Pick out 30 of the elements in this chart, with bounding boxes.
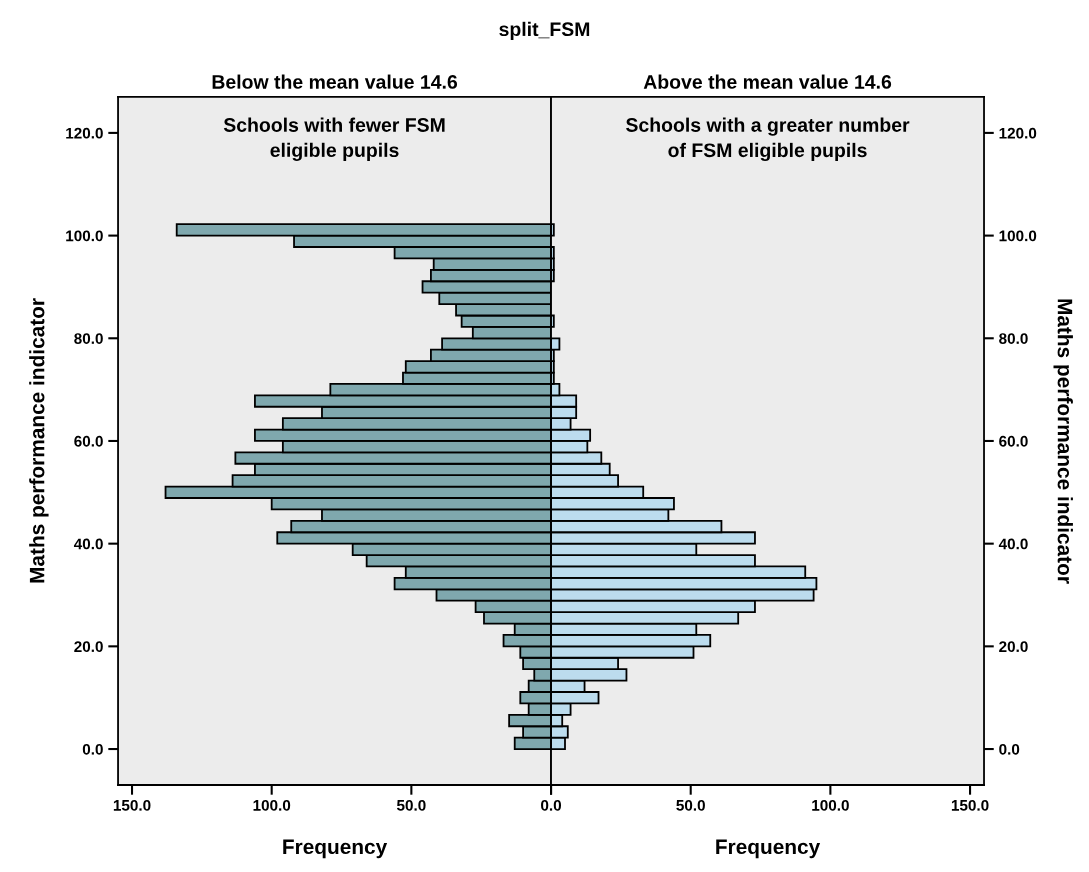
y-axis-title: Maths performance indicator xyxy=(29,298,49,583)
y-tick-label: 40.0 xyxy=(998,538,1028,550)
x-tick-label: 150.0 xyxy=(951,799,989,811)
x-tick-label: 50.0 xyxy=(676,799,705,811)
chart-subtitle: Above the mean value 14.6 xyxy=(643,74,892,89)
y-tick-label: 100.0 xyxy=(66,230,103,242)
x-axis-title: Frequency xyxy=(716,839,821,859)
y-tick-label: 0.0 xyxy=(82,743,103,755)
y-tick-label: 120.0 xyxy=(999,127,1037,139)
annotation: Schools with a greater number of FSM eligible pupils xyxy=(626,117,910,162)
y-tick-label: 80.0 xyxy=(999,333,1028,344)
y-tick-label: 120.0 xyxy=(66,127,103,139)
x-tick-label: 150.0 xyxy=(113,799,151,811)
x-tick-label: 100.0 xyxy=(253,799,291,811)
y-axis-title: Maths performance indicator xyxy=(1053,299,1073,584)
x-tick-label: 50.0 xyxy=(396,799,426,811)
chart-subtitle: Below the mean value 14.6 xyxy=(212,74,458,89)
y-tick-label: 0.0 xyxy=(999,743,1020,755)
annotation: Schools with fewer FSM eligible pupils xyxy=(223,117,445,161)
y-tick-label: 80.0 xyxy=(74,333,103,344)
chart-title: split_FSM xyxy=(499,21,590,40)
x-tick-label: 100.0 xyxy=(812,799,849,811)
y-tick-label: 100.0 xyxy=(999,230,1037,242)
y-tick-label: 20.0 xyxy=(999,641,1028,653)
y-tick-label: 40.0 xyxy=(73,538,103,550)
y-tick-label: 60.0 xyxy=(999,435,1028,447)
y-tick-label: 60.0 xyxy=(74,435,103,447)
x-tick-label: 0.0 xyxy=(541,799,562,811)
y-tick-label: 20.0 xyxy=(74,641,103,653)
x-axis-title: Frequency xyxy=(283,839,388,859)
